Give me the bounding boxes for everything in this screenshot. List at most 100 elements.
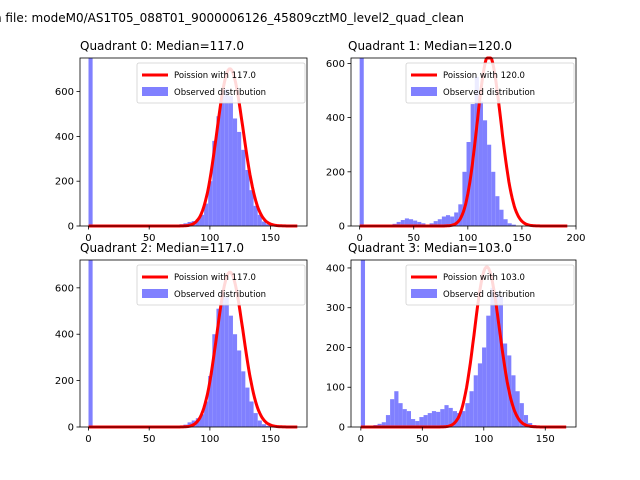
histogram-bar — [491, 171, 496, 226]
histogram-bar — [495, 196, 500, 226]
histogram-bar — [261, 424, 266, 427]
x-tick-label: 150 — [261, 434, 280, 445]
histogram-bar — [265, 224, 271, 226]
histogram-bar — [415, 421, 420, 427]
panel-quadrant-1: 0 50 100 150 200 0 200 400 600 Poission with 120.… — [326, 39, 586, 244]
legend: Poission with 103.0 Observed distribution — [405, 264, 575, 306]
y-tick-label: 0 — [68, 222, 74, 233]
histogram-bar — [454, 212, 459, 226]
x-tick-label: 100 — [200, 233, 219, 244]
panel-title: Quadrant 3: Median=103.0 — [348, 241, 512, 255]
histogram-bar — [199, 414, 205, 427]
histogram-bar — [212, 140, 217, 226]
histogram-bar — [216, 308, 221, 427]
y-tick-label: 600 — [55, 87, 74, 98]
histogram-bar — [398, 403, 403, 427]
histogram-bar — [494, 291, 499, 427]
histogram-bar — [237, 131, 242, 226]
histogram-bar — [413, 220, 418, 226]
histogram-bar — [465, 403, 470, 427]
histogram-bar — [456, 413, 462, 427]
x-tick-label: 0 — [85, 233, 91, 244]
x-tick-label: 200 — [566, 233, 585, 244]
histogram-bar — [502, 343, 508, 427]
histogram-bar — [461, 411, 466, 427]
axes-frame — [79, 259, 308, 428]
histogram-bar — [249, 190, 254, 226]
x-tick-label: 150 — [261, 233, 280, 244]
histogram-bar — [482, 120, 488, 226]
legend-label-poisson: Poission with 117.0 — [174, 273, 256, 283]
histogram-bar — [195, 219, 200, 226]
histogram-bar — [208, 181, 213, 226]
figure-suptitle: n file: modeM0/AS1T05_088T01_9000006126_… — [0, 11, 464, 25]
legend: Poission with 120.0 Observed distribution — [405, 62, 575, 104]
histogram-bar — [423, 415, 428, 427]
y-tick-label: 0 — [68, 423, 74, 434]
y-tick-label: 200 — [326, 343, 345, 354]
histogram-bar — [241, 149, 246, 226]
legend: Poission with 117.0 Observed distribution — [136, 62, 306, 104]
histogram-bar — [204, 203, 209, 226]
histogram-bar — [482, 347, 487, 427]
histogram-bar — [487, 144, 492, 226]
legend-patch-swatch — [142, 87, 168, 96]
legend-label-poisson: Poission with 120.0 — [443, 71, 525, 81]
histogram-bar — [224, 297, 229, 427]
axes-frame — [350, 57, 577, 227]
histogram-bar — [477, 363, 483, 427]
x-tick-label: 50 — [416, 434, 429, 445]
histogram-bar — [478, 101, 483, 226]
histogram-bar — [419, 417, 424, 427]
histogram-bar — [523, 415, 529, 427]
x-tick-label: 100 — [458, 233, 477, 244]
histogram-bar — [417, 221, 422, 226]
histogram-bar — [515, 391, 520, 427]
legend-label-observed: Observed distribution — [443, 88, 535, 98]
axes-frame — [79, 57, 308, 227]
histogram-bar — [265, 425, 271, 427]
y-tick-label: 400 — [55, 132, 74, 143]
histogram-bar — [237, 350, 242, 427]
x-tick-label: 150 — [512, 233, 531, 244]
histogram-bar — [402, 409, 407, 427]
axes-frame — [350, 259, 577, 428]
histogram-bar — [245, 170, 250, 226]
histogram-bar — [511, 375, 516, 427]
histogram-bar — [241, 371, 246, 427]
x-tick-label: 150 — [536, 434, 555, 445]
legend-label-observed: Observed distribution — [174, 88, 266, 98]
histogram-bar — [411, 419, 416, 427]
histogram-bar — [445, 215, 451, 226]
histogram-bar — [220, 96, 225, 226]
histogram-bar — [437, 219, 442, 226]
histogram-bar — [394, 391, 399, 427]
histogram-bar — [381, 422, 386, 427]
y-tick-label: 0 — [339, 222, 345, 233]
panel-title: Quadrant 0: Median=117.0 — [80, 39, 244, 53]
histogram-bar — [440, 409, 445, 427]
histogram-bar — [208, 375, 213, 427]
y-tick-label: 200 — [55, 376, 74, 387]
histogram-bar — [261, 221, 266, 226]
histogram-bar — [431, 411, 437, 427]
x-tick-label: 0 — [356, 233, 362, 244]
histogram-bar — [511, 224, 516, 226]
y-tick-label: 400 — [326, 263, 345, 274]
panel-quadrant-2: 0 50 100 150 0 200 400 600 Poission with 117.0 Ob… — [55, 241, 308, 445]
histogram-bar — [427, 413, 432, 427]
histogram-bar — [216, 116, 221, 226]
histogram-bar — [245, 387, 250, 427]
y-tick-label: 600 — [326, 59, 345, 70]
histogram-bar — [433, 221, 438, 226]
histogram-bar — [408, 219, 414, 226]
histogram-bar — [519, 403, 524, 427]
histogram-bar — [199, 214, 205, 226]
x-tick-label: 0 — [358, 434, 364, 445]
histogram-bar — [473, 375, 478, 427]
histogram-bar — [469, 391, 474, 427]
histogram-bar — [377, 423, 382, 427]
legend-label-observed: Observed distribution — [443, 290, 535, 300]
histogram-bar — [88, 260, 93, 427]
